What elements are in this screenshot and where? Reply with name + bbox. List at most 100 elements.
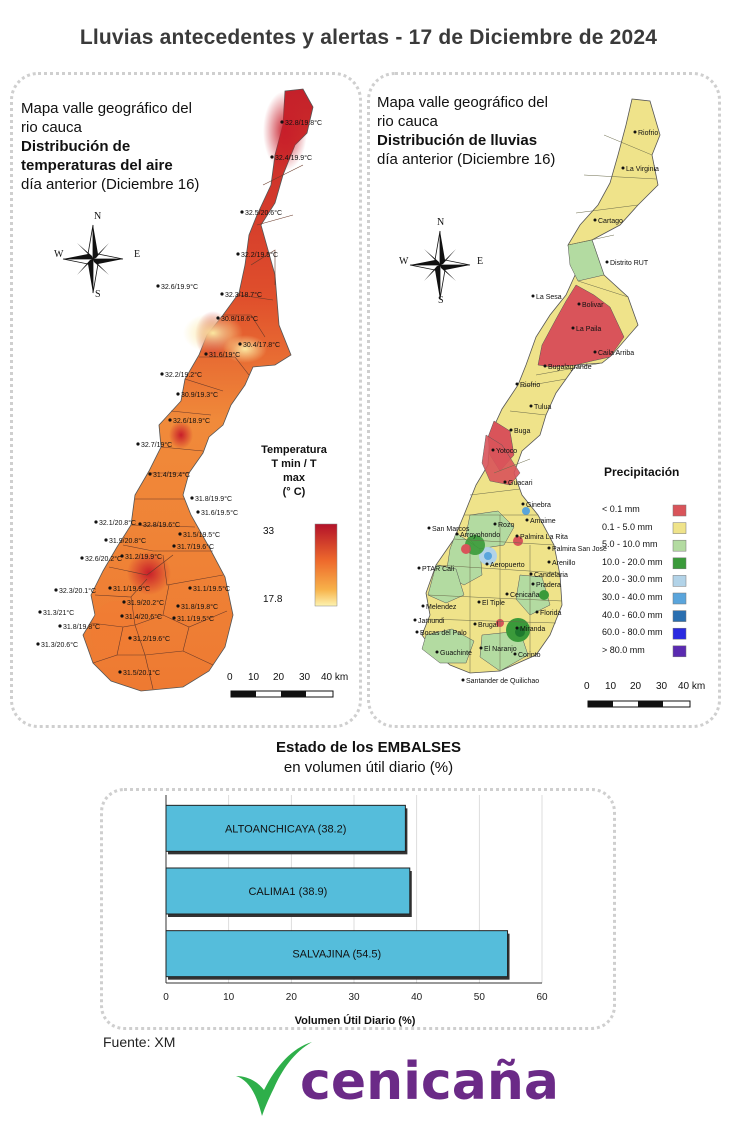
precip-legend-swatch xyxy=(672,627,687,640)
place-dot xyxy=(427,526,431,530)
embalses-bar-chart: ALTOANCHICAYA (38.2) CALIMA1 (38.9) SALVAJ… xyxy=(163,795,548,1027)
station-label: 30.4/17.8°C xyxy=(243,341,280,349)
place-label: Cenicaña xyxy=(510,592,540,599)
place-label: El Naranjo xyxy=(484,646,517,653)
place-dot xyxy=(491,448,495,452)
x-tick-label: 10 xyxy=(223,992,235,1003)
place-dot xyxy=(509,428,513,432)
place-dot xyxy=(513,652,517,656)
place-label: Riofrio xyxy=(638,130,658,137)
place-dot xyxy=(503,480,507,484)
station-dot xyxy=(238,342,242,346)
place-label: Santander de Quilichao xyxy=(466,678,539,685)
station-label: 31.1/19.9°C xyxy=(113,585,150,593)
precip-legend-label: 30.0 - 40.0 mm xyxy=(602,592,663,602)
station-dot xyxy=(176,604,180,608)
temperature-legend-max: 33 xyxy=(263,526,275,537)
station-dot xyxy=(240,210,244,214)
place-label: Palmira La Rita xyxy=(520,534,568,541)
place-dot xyxy=(479,646,483,650)
bar xyxy=(165,930,509,978)
place-dot xyxy=(547,546,551,550)
station-label: 31.1/19.5°C xyxy=(193,585,230,593)
place-label: Guachinte xyxy=(440,650,472,657)
station-label: 32.4/19.9°C xyxy=(275,154,312,162)
precip-legend-label: 20.0 - 30.0 mm xyxy=(602,574,663,585)
place-label: Corinto xyxy=(518,652,541,659)
precip-legend-swatch xyxy=(672,592,687,605)
precip-legend-swatch xyxy=(672,610,687,622)
bar xyxy=(165,867,411,915)
station-dot xyxy=(58,624,62,628)
station-dot xyxy=(148,472,152,476)
compass-n: N xyxy=(94,211,102,222)
place-label: Distrito RUT xyxy=(610,260,649,267)
compass-s: S xyxy=(95,289,101,300)
place-label: Guacari xyxy=(508,480,533,487)
station-label: 32.6/18.9°C xyxy=(173,417,210,425)
station-dot xyxy=(108,586,112,590)
place-label: La Sesa xyxy=(536,294,562,301)
place-label: Aeropuerto xyxy=(490,562,525,569)
station-dot xyxy=(118,670,122,674)
place-label: Amaime xyxy=(530,518,556,525)
scale-label: 20 xyxy=(630,681,642,692)
temperature-legend-min: 17.8 xyxy=(263,594,283,605)
place-dot xyxy=(543,364,547,368)
scale-label: 0 xyxy=(227,672,233,683)
place-dot xyxy=(515,626,519,630)
place-dot xyxy=(593,350,597,354)
station-dot xyxy=(120,554,124,558)
temperature-map: 32.8/19.8°C 32.4/19.9°C 32.5/20.6°C 32.2/19… xyxy=(36,88,338,698)
station-dot xyxy=(36,642,40,646)
place-dot xyxy=(515,382,519,386)
place-dot xyxy=(535,610,539,614)
place-dot xyxy=(485,562,489,566)
rain-map-panel: Mapa valle geográfico del rio cauca Dist… xyxy=(367,72,721,728)
compass-w: W xyxy=(54,249,64,260)
place-label: Florida xyxy=(540,610,562,617)
place-label: Palmira San Jose xyxy=(552,546,607,553)
compass-rose-icon xyxy=(409,230,471,300)
station-dot xyxy=(156,284,160,288)
station-label: 31.8/19.8°C xyxy=(63,623,100,631)
precip-legend-label: > 80.0 mm xyxy=(602,644,645,655)
compass-rose-icon xyxy=(62,224,124,294)
rain-scale-bar xyxy=(587,700,691,708)
place-dot xyxy=(477,600,481,604)
station-dot xyxy=(160,372,164,376)
precip-legend-swatch xyxy=(672,557,687,570)
station-dot xyxy=(188,586,192,590)
station-label: 31.2/19.9°C xyxy=(125,553,162,561)
place-label: Riofrio xyxy=(520,382,540,389)
station-dot xyxy=(178,532,182,536)
precip-legend-swatch xyxy=(672,504,687,517)
station-label: 32.6/19.9°C xyxy=(161,283,198,291)
station-dot xyxy=(172,616,176,620)
station-label: 32.3/20.1°C xyxy=(59,587,96,595)
x-tick-label: 40 xyxy=(411,992,423,1003)
place-label: La Virginia xyxy=(626,166,659,173)
station-dot xyxy=(94,520,98,524)
station-label: 31.6/19.5°C xyxy=(201,509,238,517)
compass-w: W xyxy=(399,256,409,267)
place-dot xyxy=(515,534,519,538)
place-dot xyxy=(571,326,575,330)
station-label: 32.6/20.2°C xyxy=(85,555,122,563)
place-dot xyxy=(525,518,529,522)
x-tick-label: 60 xyxy=(536,992,548,1003)
station-label: 31.3/21°C xyxy=(43,609,74,617)
place-label: Pradera xyxy=(536,582,561,589)
place-label: Miranda xyxy=(520,626,545,633)
place-label: La Paila xyxy=(576,326,601,333)
place-label: Bugalagrande xyxy=(548,364,592,371)
station-label: 31.4/20.6°C xyxy=(125,613,162,621)
station-label: 31.9/20.8°C xyxy=(109,537,146,545)
station-label: 31.7/19.6°C xyxy=(177,543,214,551)
precip-legend-label: 0.1 - 5.0 mm xyxy=(602,521,653,532)
rain-map: Riofrio La Virginia Cartago Distrito RUT La … xyxy=(413,98,691,708)
place-dot xyxy=(593,218,597,222)
compass-s: S xyxy=(438,295,444,306)
station-dot xyxy=(204,352,208,356)
place-label: Candelaria xyxy=(534,572,568,579)
